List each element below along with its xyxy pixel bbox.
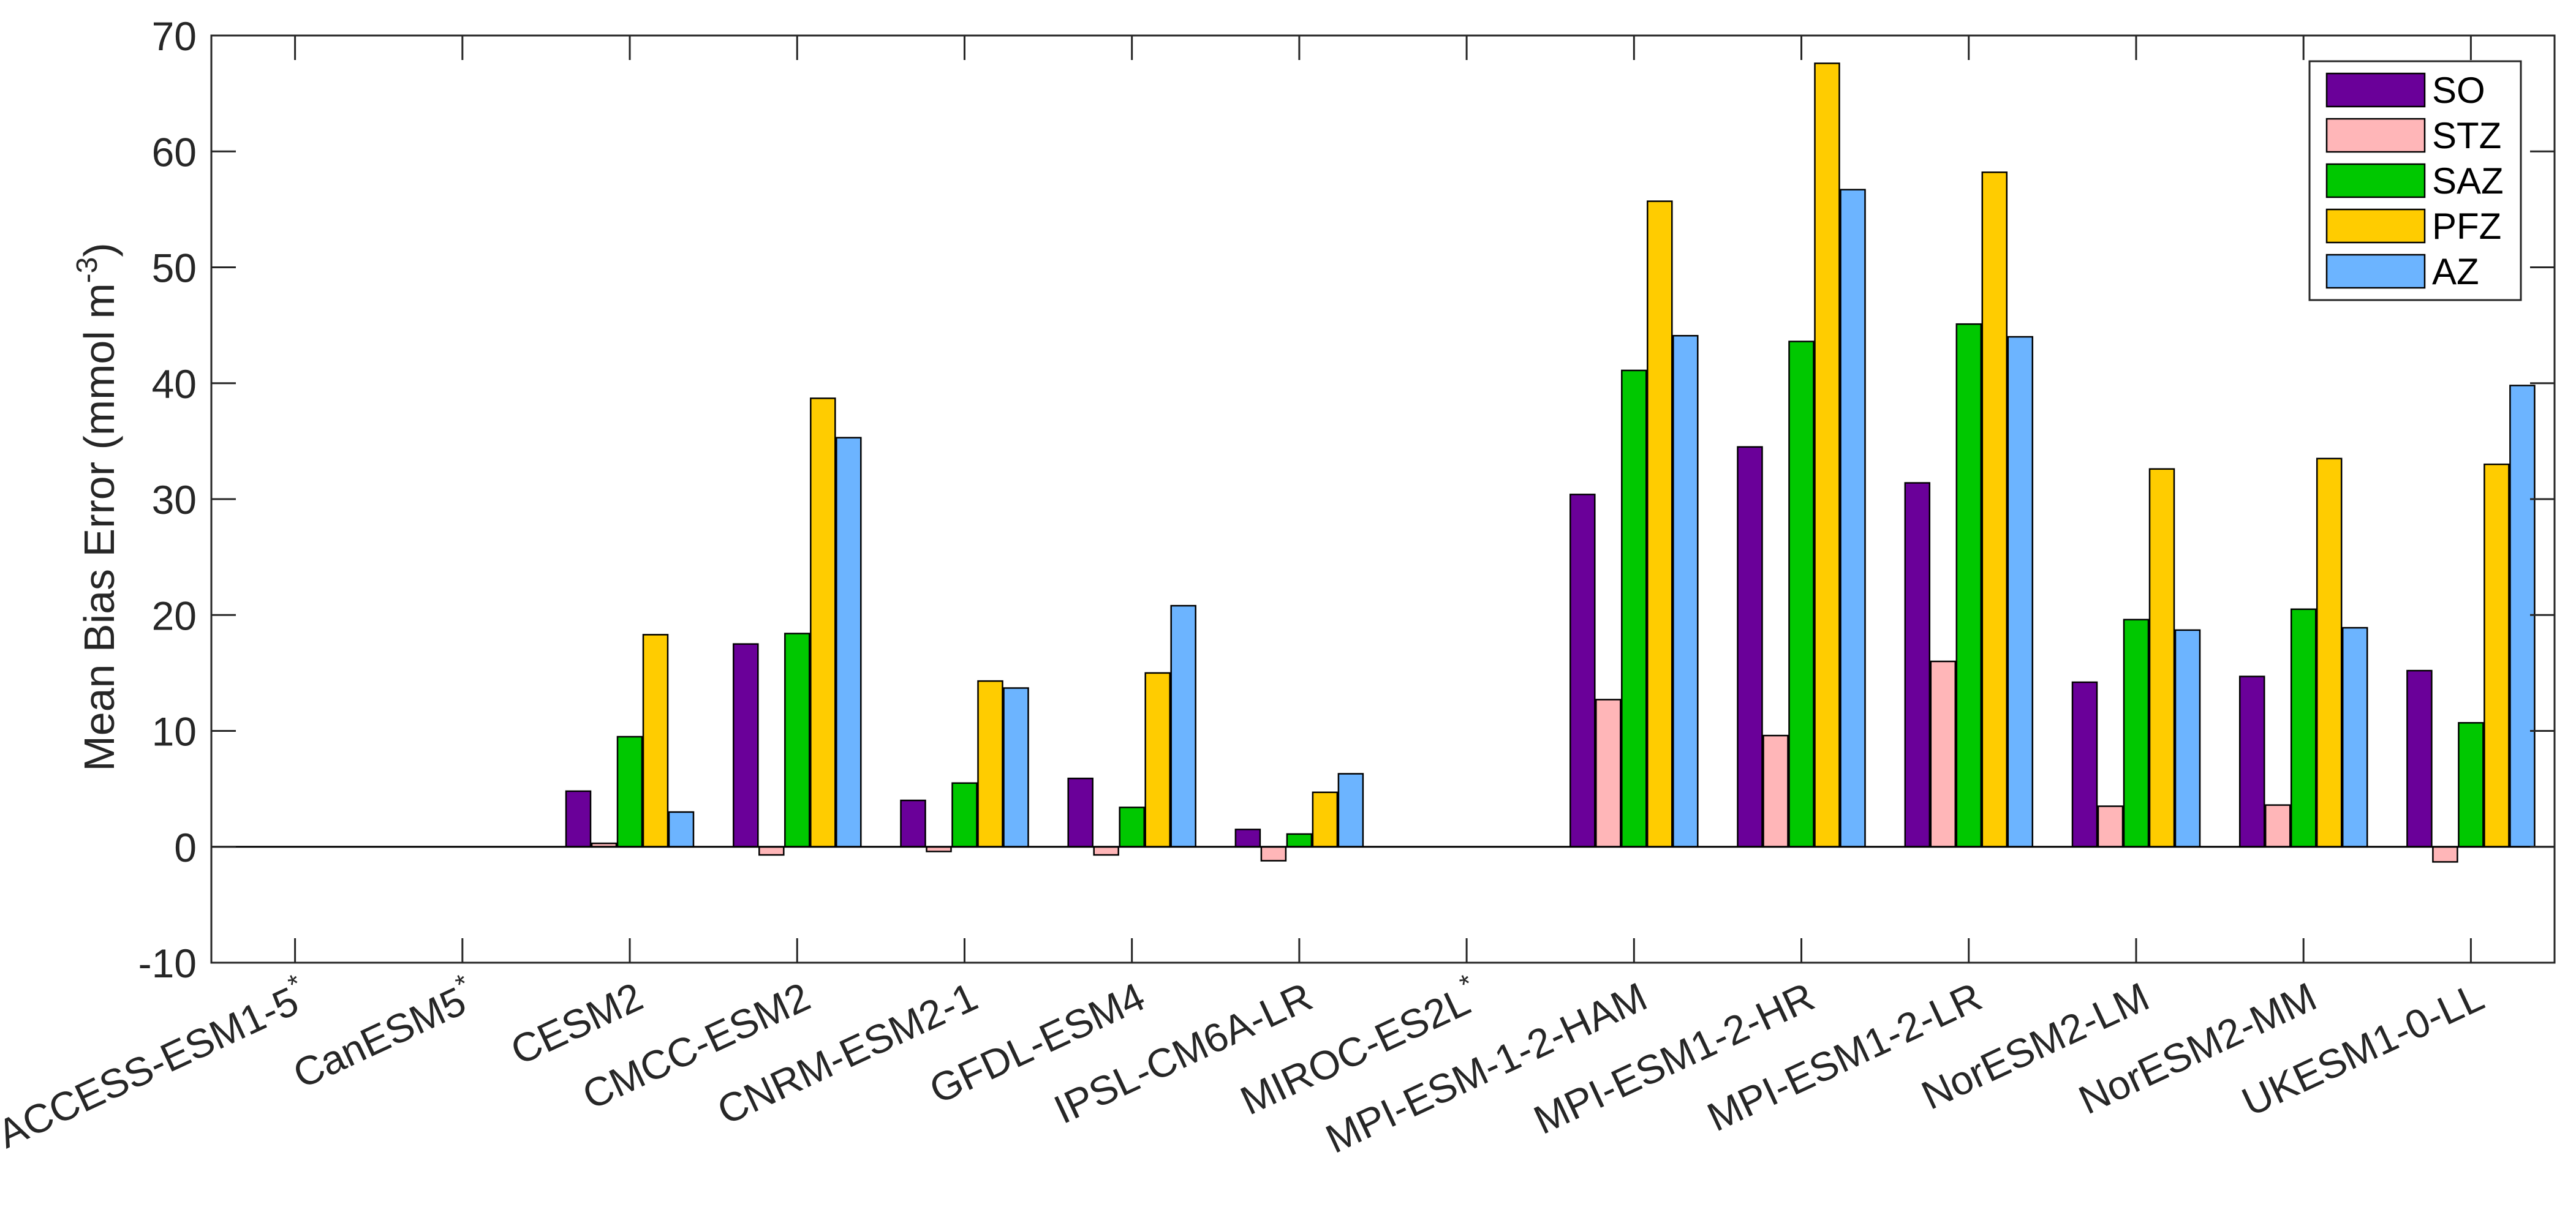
bar-az-mpi-esm1-2-hr [1840,189,1866,848]
bar-az-noresm2-mm [2341,626,2368,848]
y-tick-label: 60 [152,129,197,175]
bar-pfz-mpi-esm-1-2-ham [1647,200,1673,848]
bar-pfz-noresm2-mm [2316,457,2343,848]
legend-swatch-az [2325,254,2426,289]
bar-saz-mpi-esm1-2-lr [1955,323,1982,848]
bar-az-gfdl-esm4 [1170,604,1196,848]
bars-layer [565,62,2536,863]
bar-saz-cmcc-esm2 [784,633,810,848]
bar-stz-mpi-esm1-2-lr [1930,660,1957,848]
legend-label-so: SO [2432,70,2485,111]
legend-label-az: AZ [2432,251,2479,292]
bar-pfz-noresm2-lm [2148,468,2175,848]
bar-stz-mpi-esm-1-2-ham [1595,699,1622,848]
bar-saz-ipsl-cm6a-lr [1286,833,1313,848]
y-axis-title-close: ) [75,243,123,257]
y-tick-label: 0 [174,825,197,870]
bar-saz-cnrm-esm2-1 [951,782,978,848]
bar-so-mpi-esm-1-2-ham [1569,494,1596,848]
bar-az-mpi-esm-1-2-ham [1672,334,1699,848]
y-tick-label: 40 [152,361,197,407]
bar-az-ipsl-cm6a-lr [1337,773,1364,848]
y-tick-label: -10 [138,941,197,986]
bar-pfz-mpi-esm1-2-lr [1981,171,2008,848]
bar-stz-mpi-esm1-2-hr [1762,734,1789,848]
legend-swatch-so [2325,72,2426,108]
bar-saz-noresm2-lm [2123,619,2150,848]
bar-pfz-cnrm-esm2-1 [977,680,1003,848]
bar-stz-gfdl-esm4 [1093,846,1119,856]
bar-so-gfdl-esm4 [1067,777,1093,848]
bar-saz-mpi-esm-1-2-ham [1621,369,1647,848]
bar-so-cnrm-esm2-1 [900,799,926,848]
bar-stz-noresm2-mm [2264,804,2291,848]
bar-saz-cesm2 [616,735,643,848]
bar-pfz-ipsl-cm6a-lr [1312,791,1339,848]
y-tick-label: 70 [152,13,197,59]
bar-saz-mpi-esm1-2-hr [1788,340,1815,848]
bar-stz-ukesm1-0-ll [2432,846,2458,863]
bar-pfz-mpi-esm1-2-hr [1814,62,1840,848]
legend-label-pfz: PFZ [2432,206,2501,247]
y-tick-labels: -10 0 10 20 30 40 50 60 70 [138,13,197,986]
y-tick-label: 30 [152,477,197,522]
bar-az-noresm2-lm [2174,629,2201,848]
bar-pfz-gfdl-esm4 [1144,672,1171,848]
y-axis-title-superscript: -3 [71,257,104,284]
bar-so-cmcc-esm2 [733,643,759,848]
legend-swatch-stz [2325,118,2426,153]
bar-stz-noresm2-lm [2097,805,2124,848]
bar-az-cmcc-esm2 [836,437,862,848]
bar-so-noresm2-lm [2071,681,2098,848]
y-axis-title-main: Mean Bias Error (mmol m [75,283,123,771]
bar-pfz-cmcc-esm2 [810,397,836,848]
y-axis-title: Mean Bias Error (mmol m-3) [71,243,123,771]
legend-label-saz: SAZ [2432,160,2504,201]
y-tick-label: 20 [152,593,197,638]
legend-swatch-pfz [2325,208,2426,244]
bar-saz-ukesm1-0-ll [2458,722,2484,848]
bar-so-mpi-esm1-2-hr [1737,446,1763,848]
legend-label-stz: STZ [2432,115,2501,156]
bar-stz-ipsl-cm6a-lr [1260,846,1287,862]
y-tick-label: 50 [152,246,197,291]
bar-so-cesm2 [565,790,592,848]
axes-layer [210,34,2556,964]
bar-so-noresm2-mm [2238,675,2265,848]
bar-so-mpi-esm1-2-lr [1904,482,1931,848]
bar-az-cnrm-esm2-1 [1003,687,1029,848]
bar-stz-cmcc-esm2 [758,846,785,856]
bar-so-ipsl-cm6a-lr [1234,829,1261,848]
bar-az-ukesm1-0-ll [2509,385,2536,848]
bar-so-ukesm1-0-ll [2406,669,2433,848]
bar-saz-gfdl-esm4 [1119,807,1145,848]
bar-pfz-cesm2 [642,634,669,848]
bar-az-mpi-esm1-2-lr [2007,336,2034,848]
legend-swatch-saz [2325,163,2426,198]
bar-saz-noresm2-mm [2290,608,2317,848]
y-tick-label: 10 [152,709,197,754]
bar-az-cesm2 [668,811,695,848]
bar-pfz-ukesm1-0-ll [2483,463,2510,848]
